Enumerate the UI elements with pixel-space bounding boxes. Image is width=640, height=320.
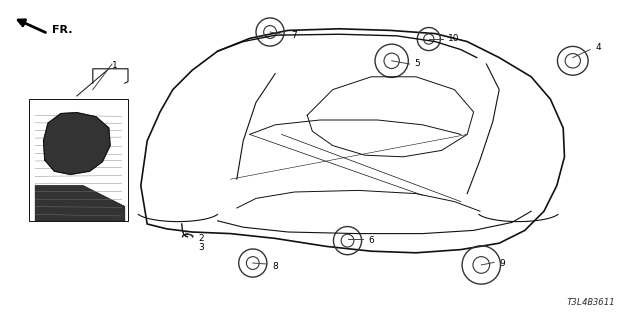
Text: 9: 9	[499, 260, 505, 268]
Text: 6: 6	[368, 236, 374, 245]
Polygon shape	[44, 113, 110, 174]
Text: 10: 10	[448, 34, 460, 43]
Text: FR.: FR.	[52, 25, 73, 35]
Text: 1: 1	[112, 61, 118, 70]
Polygon shape	[35, 186, 125, 221]
Text: 3: 3	[198, 244, 204, 252]
Text: 5: 5	[415, 60, 420, 68]
Text: T3L4B3611: T3L4B3611	[566, 298, 614, 307]
Text: 2: 2	[198, 234, 204, 243]
Text: 4: 4	[595, 44, 601, 52]
Text: 7: 7	[291, 31, 297, 40]
Text: 8: 8	[272, 262, 278, 271]
